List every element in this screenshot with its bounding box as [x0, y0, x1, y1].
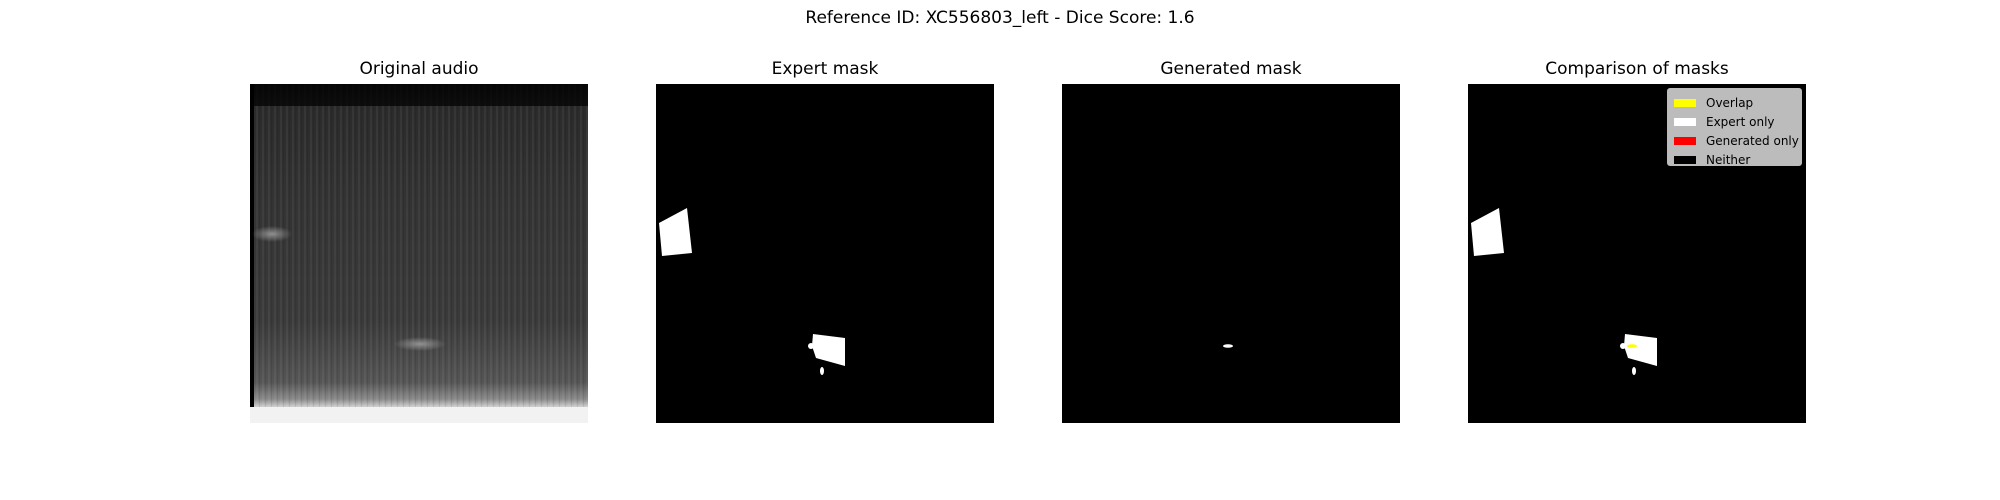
- legend-label: Neither: [1706, 152, 1751, 167]
- generated-mask-image: [1223, 344, 1233, 348]
- legend-swatch: [1674, 117, 1696, 126]
- expert-mask-panel: [656, 84, 994, 423]
- figure-title: Reference ID: XC556803_left - Dice Score…: [805, 8, 1195, 28]
- panel-title-expert-mask: Expert mask: [771, 59, 879, 79]
- spectrogram-image: [250, 84, 588, 423]
- panel-title-comparison: Comparison of masks: [1545, 59, 1729, 79]
- legend-item-expert-only: Expert only: [1674, 112, 1795, 131]
- comparison-image: [1471, 208, 1657, 375]
- legend-item-generated-only: Generated only: [1674, 131, 1799, 150]
- legend-swatch: [1674, 155, 1696, 164]
- comparison-panel: Overlap Expert only Generated only Neith…: [1468, 84, 1806, 423]
- generated-mask-panel: [1062, 84, 1400, 423]
- panel-title-original-audio: Original audio: [359, 59, 479, 79]
- comparison-legend: Overlap Expert only Generated only Neith…: [1667, 88, 1802, 169]
- expert-mask-image: [659, 208, 845, 375]
- legend-swatch: [1674, 136, 1696, 145]
- legend-label: Expert only: [1706, 114, 1775, 129]
- legend-swatch: [1674, 98, 1696, 107]
- legend-item-neither: Neither: [1674, 150, 1795, 169]
- panel-title-generated-mask: Generated mask: [1160, 59, 1302, 79]
- spectrogram-panel: [250, 84, 588, 423]
- legend-item-overlap: Overlap: [1674, 93, 1795, 112]
- legend-label: Generated only: [1706, 133, 1799, 148]
- legend-label: Overlap: [1706, 95, 1754, 110]
